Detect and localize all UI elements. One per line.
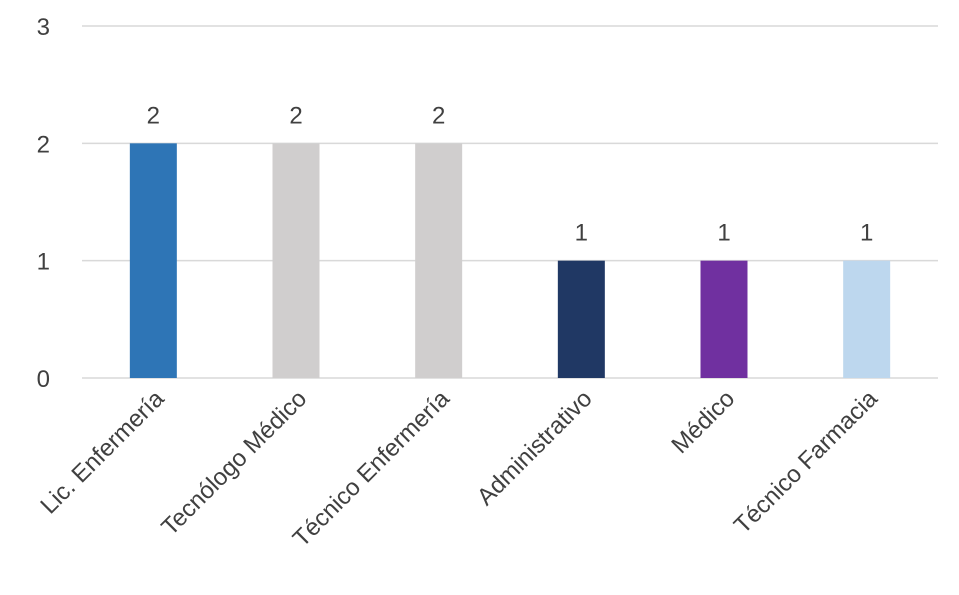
y-axis-tick-labels: 0 1 2 3	[37, 14, 50, 393]
data-label: 2	[432, 102, 445, 129]
data-label: 1	[860, 220, 873, 247]
y-tick-label: 3	[37, 14, 50, 41]
y-tick-label: 0	[37, 366, 50, 393]
bar	[843, 260, 891, 378]
data-label: 2	[147, 102, 160, 129]
data-labels: 2 2 2 1 1 1	[147, 102, 874, 246]
bar	[557, 260, 605, 378]
category-label: Técnico Enfermería	[288, 385, 456, 553]
y-tick-label: 1	[37, 249, 50, 276]
bar	[415, 143, 463, 378]
category-label: Lic. Enfermería	[35, 385, 170, 520]
category-label: Técnico Farmacia	[729, 385, 883, 539]
y-tick-label: 2	[37, 131, 50, 158]
category-label: Administrativo	[472, 385, 598, 511]
gridlines	[82, 25, 938, 379]
category-label: Tecnólogo Médico	[156, 385, 312, 541]
bars	[129, 143, 891, 378]
bar	[129, 143, 177, 378]
bar	[272, 143, 320, 378]
data-label: 1	[575, 220, 588, 247]
data-label: 1	[717, 220, 730, 247]
bar	[700, 260, 748, 378]
data-label: 2	[289, 102, 302, 129]
category-label: Médico	[666, 385, 740, 459]
